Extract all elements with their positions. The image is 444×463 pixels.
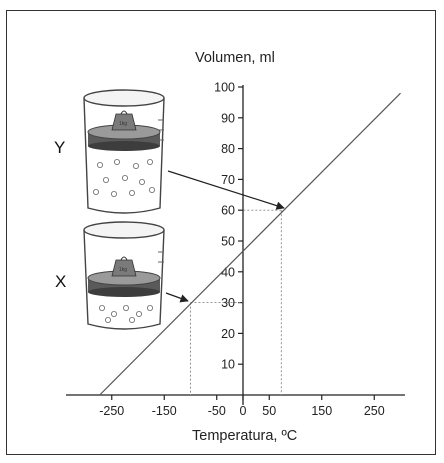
y-tick-label: 30: [221, 296, 235, 310]
x-tick-label: 50: [262, 404, 276, 418]
y-tick-label: 70: [221, 173, 235, 187]
x-tick-label: 250: [364, 404, 385, 418]
y-tick-label: 60: [221, 204, 235, 218]
y-tick-label: 10: [221, 358, 235, 372]
series-group: [99, 92, 401, 396]
weight-label-y: 1kg: [119, 121, 127, 127]
y-tick-label: 50: [221, 235, 235, 249]
guide-lines: [190, 209, 282, 395]
x-tick-label: -250: [99, 404, 124, 418]
y-axis-title: Volumen, ml: [195, 50, 275, 66]
x-tick-label: -50: [208, 404, 226, 418]
y-tick-label: 100: [214, 81, 235, 95]
x-tick-label: 0: [240, 404, 247, 418]
x-tick-label: -150: [152, 404, 177, 418]
y-tick-label: 80: [221, 142, 235, 156]
series-line: [99, 92, 401, 396]
beaker-y: 1kg: [83, 89, 165, 214]
y-tick-label: 90: [221, 111, 235, 125]
label-x: X: [55, 272, 66, 291]
y-tick-label: 40: [221, 265, 235, 279]
chart-frame: [6, 10, 436, 455]
arrow-x: [165, 292, 189, 303]
x-tick-label: 150: [311, 404, 332, 418]
tick-group: 10 20 30 40 50 60 70 80 90 100 -250 -150 -50 0 50 150 25…: [99, 81, 384, 419]
x-axis-title: Temperatura, ºC: [192, 428, 297, 444]
weight-label-x: 1kg: [119, 267, 127, 273]
y-tick-label: 20: [221, 327, 235, 341]
label-y: Y: [54, 138, 65, 157]
arrow-y: [167, 170, 285, 210]
beaker-x: 1kg: [83, 221, 165, 330]
